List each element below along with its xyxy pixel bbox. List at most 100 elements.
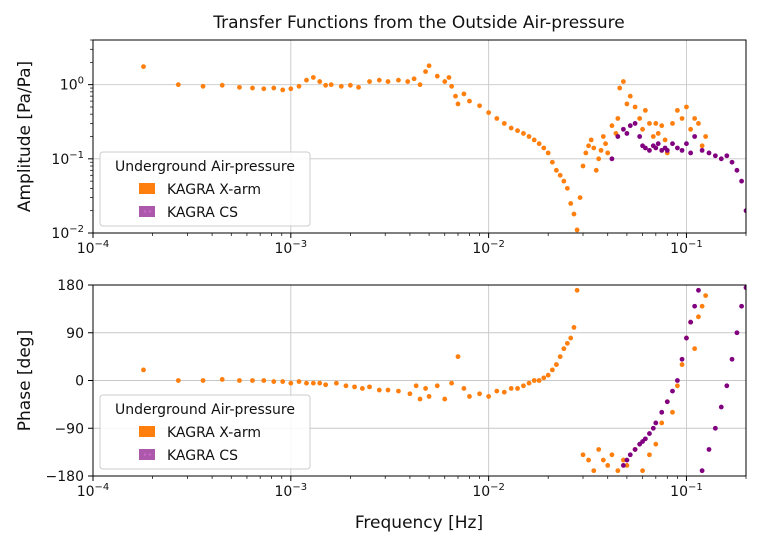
xarm-point (417, 82, 423, 88)
xarm-point (568, 201, 574, 206)
xarm-point (280, 87, 286, 93)
xarm-point (141, 64, 146, 70)
xarm-point (526, 380, 532, 386)
xarm-point (352, 384, 357, 390)
cs-point (637, 134, 643, 139)
xarm-point (609, 452, 615, 458)
xarm-point (449, 83, 455, 89)
xarm-point (449, 380, 455, 386)
xarm-point (317, 380, 323, 386)
xarm-point (508, 125, 514, 131)
xarm-point (653, 441, 659, 447)
xarm-point (175, 378, 181, 383)
cs-point (642, 436, 648, 442)
x-tick-label: 10−3 (275, 482, 308, 500)
xarm-point (580, 452, 586, 458)
cs-point (670, 141, 675, 147)
cs-point (624, 131, 630, 136)
xarm-point (617, 85, 623, 91)
xarm-point (632, 104, 638, 110)
xarm-point (692, 116, 698, 121)
xarm-point (405, 79, 411, 84)
xarm-point (640, 468, 645, 474)
xarm-point (624, 101, 630, 107)
xarm-point (343, 383, 349, 389)
xarm-point (655, 131, 661, 136)
xarm-point (568, 335, 574, 341)
xarm-point (477, 103, 482, 109)
cs-point (696, 287, 701, 293)
axes-frame (92, 39, 747, 234)
cs-point (739, 178, 744, 184)
xarm-point (338, 83, 344, 89)
xarm-point (317, 79, 323, 84)
xarm-point (237, 378, 242, 383)
xarm-point (376, 387, 382, 393)
cs-point (679, 356, 685, 362)
data-points (141, 285, 746, 474)
xarm-point (605, 462, 611, 468)
y-tick-label: 100 (60, 76, 84, 94)
cs-point (674, 378, 680, 383)
cs-point (688, 319, 694, 325)
xarm-point (536, 378, 542, 383)
xarm-point (596, 156, 602, 162)
y-tick-label: 180 (57, 278, 84, 294)
xarm-point (442, 79, 448, 84)
xarm-point (696, 314, 701, 320)
xarm-point (600, 457, 606, 463)
xarm-point (376, 77, 382, 83)
cs-point (692, 134, 698, 139)
xarm-point (347, 82, 353, 88)
xarm-point (586, 143, 591, 149)
xarm-point (541, 145, 547, 151)
phase-panel: 10−4 10−3 10−2 10−1 −180 −90 0 90 180 Phase [deg]… (15, 278, 747, 500)
xarm-point (605, 150, 611, 156)
xarm-point (549, 159, 555, 165)
xarm-point (679, 116, 685, 121)
xarm-point (417, 396, 423, 402)
xarm-point (583, 150, 589, 156)
y-tick-label: 10−2 (51, 224, 84, 242)
y-tick-label: 90 (66, 326, 84, 342)
xarm-point (688, 126, 694, 132)
chart-title: Transfer Functions from the Outside Air-… (212, 13, 624, 33)
xarm-point (434, 73, 440, 79)
cs-point (718, 156, 724, 162)
cs-point (729, 356, 735, 362)
cs-point (650, 425, 656, 431)
xarm-point (323, 382, 329, 388)
xarm-point (423, 386, 428, 391)
amplitude-panel: 10−4 10−3 10−2 10−1 10−2 10−1 100 Amplitude [Pa… (15, 39, 747, 257)
cs-point (712, 425, 718, 431)
xarm-point (426, 394, 432, 399)
legend-title: Underground Air-pressure (115, 159, 295, 175)
xarm-point (494, 116, 500, 121)
xarm-point (467, 98, 472, 104)
xarm-point (296, 379, 302, 384)
legend-swatch-cs (139, 206, 155, 217)
legend-swatch-xarm (139, 183, 155, 194)
x-tick-label: 10−1 (670, 482, 703, 500)
xarm-point (367, 384, 372, 390)
xarm-point (261, 86, 267, 92)
cs-point (699, 468, 705, 474)
legend-entry-label: KAGRA X-arm (167, 182, 261, 198)
cs-point (659, 147, 665, 153)
xarm-point (271, 85, 277, 91)
legend-swatch-dot (148, 210, 152, 213)
cs-point (655, 141, 661, 147)
cs-point (653, 420, 659, 426)
xarm-point (446, 75, 452, 80)
xarm-point (571, 211, 577, 217)
xarm-point (577, 195, 583, 201)
xarm-point (200, 83, 206, 89)
xarm-point (407, 391, 413, 397)
y-axis-label: Phase [deg] (15, 330, 35, 431)
cs-point (743, 208, 746, 214)
xarm-point (609, 123, 615, 129)
xarm-point (455, 354, 461, 360)
cs-point (712, 153, 718, 159)
x-axis-label: Frequency [Hz] (355, 513, 483, 533)
xarm-point (385, 387, 391, 393)
